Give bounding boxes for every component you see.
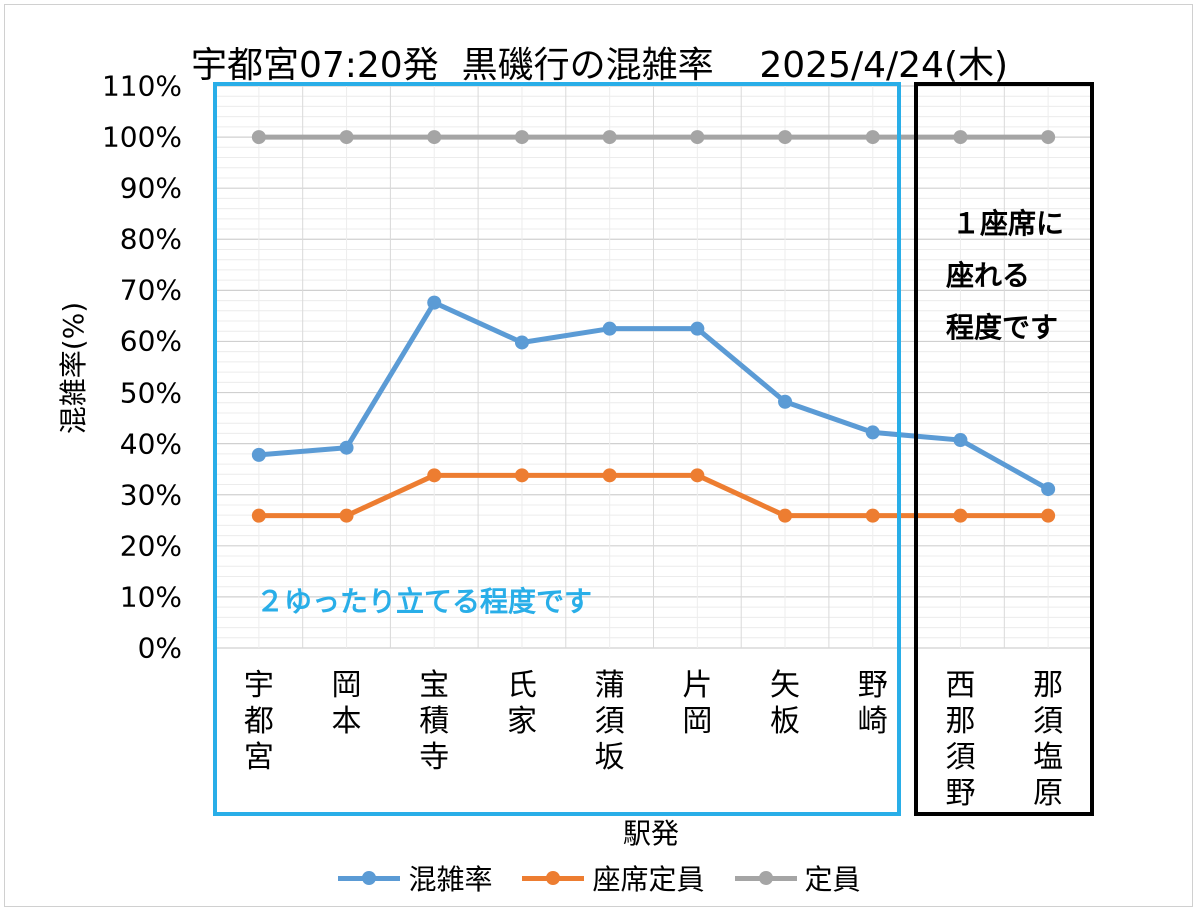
data-point: [953, 130, 968, 145]
y-tick-label: 30%: [119, 478, 182, 512]
legend-label-congestion: 混雑率: [408, 863, 493, 896]
x-axis-label: 駅発: [622, 817, 680, 850]
y-tick-label: 80%: [119, 222, 182, 256]
data-point: [778, 130, 793, 145]
y-tick-label: 110%: [101, 69, 182, 103]
chart-frame: [4, 4, 1193, 907]
y-tick-label: 70%: [119, 273, 182, 307]
seated-comfort-box: [914, 82, 1094, 816]
standing-comfort-box: [213, 82, 901, 816]
data-point: [690, 321, 705, 336]
data-point: [427, 468, 442, 483]
y-tick-label: 10%: [119, 580, 182, 614]
data-point: [427, 295, 442, 310]
legend-swatch-seat-capacity: [522, 868, 585, 888]
data-point: [514, 468, 529, 483]
seated-comfort-note: １座席に 座れる 程度です: [946, 198, 1064, 354]
data-point: [865, 508, 880, 523]
x-tick-label: 矢板: [770, 668, 801, 739]
data-point: [1041, 508, 1056, 523]
x-tick-label: 野崎: [857, 668, 888, 739]
seated-note-line-1: １座席に: [952, 207, 1065, 240]
x-tick-label: 蒲須坂: [594, 668, 625, 775]
legend-swatch-congestion: [338, 868, 401, 888]
data-point: [514, 335, 529, 350]
x-tick-label: 那須塩原: [1033, 668, 1064, 811]
legend-label-capacity: 定員: [804, 863, 861, 896]
data-point: [602, 130, 617, 145]
data-point: [865, 425, 880, 440]
data-point: [953, 433, 968, 448]
data-point: [778, 508, 793, 523]
data-point: [339, 440, 354, 455]
legend-label-seat-capacity: 座席定員: [592, 863, 705, 896]
data-point: [1041, 130, 1056, 145]
y-tick-label: 100%: [101, 120, 182, 154]
x-tick-label: 氏家: [506, 668, 537, 739]
legend-item-congestion[interactable]: 混雑率: [338, 858, 492, 898]
data-point: [690, 130, 705, 145]
data-point: [339, 508, 354, 523]
data-point: [251, 447, 266, 462]
data-point: [1041, 482, 1056, 497]
y-tick-label: 40%: [119, 427, 182, 461]
x-tick-label: 宝積寺: [419, 668, 450, 775]
x-tick-label: 宇都宮: [243, 668, 274, 775]
data-point: [778, 394, 793, 409]
y-tick-label: 20%: [119, 529, 182, 563]
data-point: [514, 130, 529, 145]
data-point: [339, 130, 354, 145]
legend: 混雑率 座席定員 定員: [0, 858, 1199, 898]
seated-note-line-2: 座れる: [946, 259, 1031, 292]
data-point: [251, 130, 266, 145]
y-tick-label: 60%: [119, 324, 182, 358]
y-tick-label: 0%: [137, 631, 182, 665]
data-point: [427, 130, 442, 145]
data-point: [602, 321, 617, 336]
legend-item-seat-capacity[interactable]: 座席定員: [522, 858, 705, 898]
data-point: [251, 508, 266, 523]
legend-swatch-capacity: [734, 868, 797, 888]
data-point: [602, 468, 617, 483]
data-point: [865, 130, 880, 145]
legend-item-capacity[interactable]: 定員: [734, 858, 861, 898]
chart-title: 宇都宮07:20発 黒磯行の混雑率 2025/4/24(木): [190, 45, 1009, 86]
x-tick-label: 西那須野: [945, 668, 976, 811]
data-point: [953, 508, 968, 523]
x-tick-label: 片岡: [682, 668, 713, 739]
standing-comfort-note: ２ゆったり立てる程度です: [256, 585, 593, 618]
x-tick-label: 岡本: [331, 668, 362, 739]
data-point: [690, 468, 705, 483]
y-tick-label: 90%: [119, 171, 182, 205]
y-tick-label: 50%: [119, 376, 182, 410]
seated-note-line-3: 程度です: [946, 311, 1059, 344]
